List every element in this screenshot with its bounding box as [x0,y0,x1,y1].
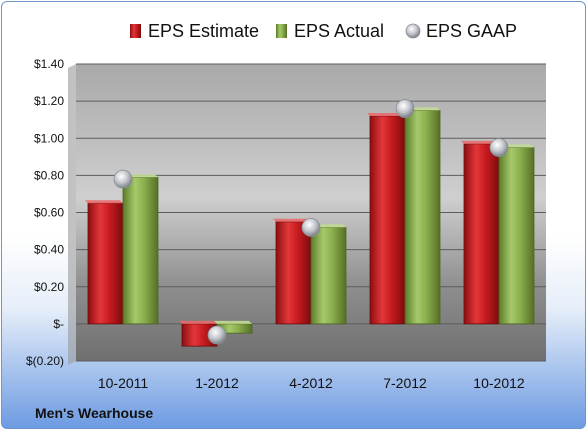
y-tick-label: $- [53,317,64,331]
legend-label: EPS GAAP [426,21,517,41]
eps-gaap-marker [113,169,133,189]
eps-actual-bar [122,176,159,325]
eps-estimate-bar [369,115,406,325]
eps-estimate-bar-top [367,112,405,116]
eps-gaap-marker [207,325,227,345]
eps-estimate-bar [275,221,312,325]
y-tick-label: $1.00 [34,131,64,145]
legend-gaap-icon [405,23,421,39]
eps-estimate-bar [463,143,500,325]
eps-actual-bar [498,147,535,325]
y-tick-label: $0.80 [34,168,64,182]
legend-estimate-swatch [130,24,141,38]
legend-actual-swatch [276,24,287,38]
legend-label: EPS Estimate [148,21,259,41]
eps-estimate-bar-top [273,218,311,222]
x-tick-label: 1-2012 [195,375,239,391]
y-tick-label: $1.20 [34,94,64,108]
y-tick-label: $(0.20) [26,354,64,368]
eps-actual-bar-top [214,320,252,324]
eps-gaap-marker [489,138,509,157]
y-tick-label: $0.40 [34,243,64,257]
y-tick-label: $0.20 [34,280,64,294]
x-tick-label: 10-2011 [98,375,149,391]
eps-gaap-marker [395,99,415,118]
eps-estimate-bar-top [85,200,123,204]
eps-actual-bar [404,110,441,325]
x-tick-label: 7-2012 [383,375,427,391]
x-tick-label: 4-2012 [289,375,333,391]
eps-estimate-bar-top [461,140,499,144]
x-tick-label: 10-2012 [473,375,525,391]
eps-estimate-bar-top [179,320,217,324]
eps-gaap-marker [301,217,321,237]
eps-estimate-bar [87,202,124,325]
company-name: Men's Wearhouse [35,405,153,421]
y-tick-label: $1.40 [34,57,64,71]
y-tick-label: $0.60 [34,206,64,220]
legend-label: EPS Actual [294,21,384,41]
eps-actual-bar [310,226,347,325]
plot-side-wall [68,64,76,365]
